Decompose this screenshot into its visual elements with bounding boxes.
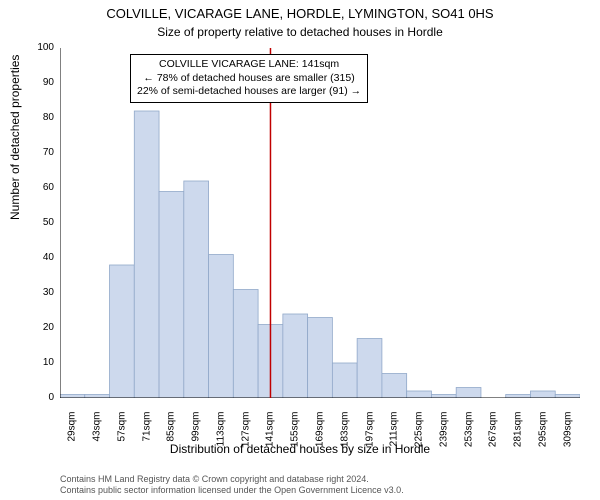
annotation-line2: ← 78% of detached houses are smaller (31… [137,72,361,86]
annotation-box: COLVILLE VICARAGE LANE: 141sqm ← 78% of … [130,54,368,103]
y-tick-label: 20 [30,322,54,333]
histogram-bar [357,339,382,399]
histogram-bar [134,111,159,398]
histogram-bar [555,395,580,399]
histogram-bar [407,391,432,398]
histogram-bar [332,363,357,398]
chart-subtitle: Size of property relative to detached ho… [0,23,600,39]
chart-title: COLVILLE, VICARAGE LANE, HORDLE, LYMINGT… [0,0,600,23]
y-tick-label: 40 [30,252,54,263]
histogram-bar [382,374,407,399]
annotation-line3: 22% of semi-detached houses are larger (… [137,85,361,99]
y-tick-label: 0 [30,392,54,403]
annotation-line1: COLVILLE VICARAGE LANE: 141sqm [137,58,361,72]
x-axis-label: Distribution of detached houses by size … [0,442,600,456]
y-tick-label: 30 [30,287,54,298]
histogram-bar [506,395,531,399]
y-tick-label: 80 [30,112,54,123]
y-tick-label: 60 [30,182,54,193]
histogram-bar [209,255,234,399]
y-tick-label: 90 [30,77,54,88]
footer-line1: Contains HM Land Registry data © Crown c… [60,474,404,485]
histogram-bar [283,314,308,398]
footer-line2: Contains public sector information licen… [60,485,404,496]
y-tick-label: 50 [30,217,54,228]
y-tick-label: 100 [30,42,54,53]
histogram-bar [159,192,184,399]
histogram-bar [233,290,258,399]
y-tick-label: 70 [30,147,54,158]
histogram-bar [431,395,456,399]
footer: Contains HM Land Registry data © Crown c… [60,474,404,496]
y-tick-label: 10 [30,357,54,368]
histogram-bar [110,265,135,398]
histogram-bar [456,388,481,399]
histogram-bar [530,391,555,398]
histogram-bar [184,181,209,398]
chart-container: COLVILLE, VICARAGE LANE, HORDLE, LYMINGT… [0,0,600,500]
y-axis-label: Number of detached properties [8,55,22,220]
histogram-bar [308,318,333,399]
histogram-bar [60,395,85,399]
histogram-bar [85,395,110,399]
